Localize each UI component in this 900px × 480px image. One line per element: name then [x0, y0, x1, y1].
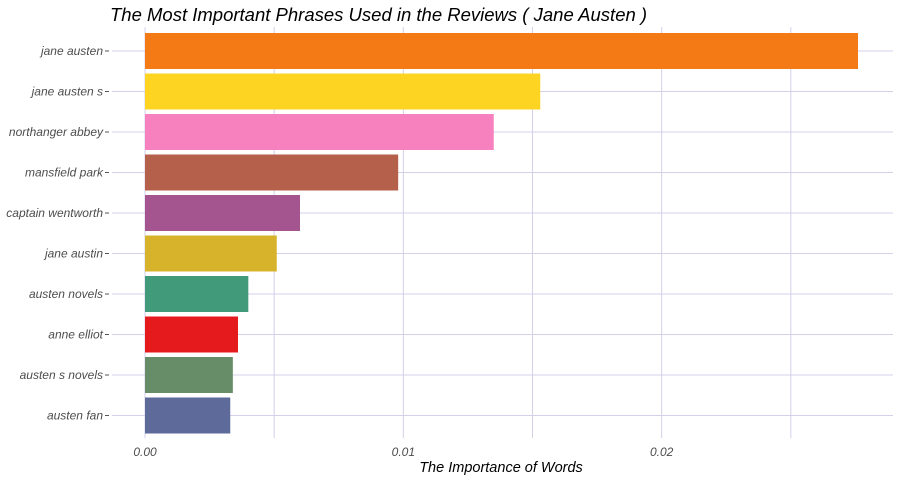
y-tick-label-austen-fan: austen fan: [47, 409, 103, 423]
bar-anne-elliot: [145, 316, 238, 353]
y-tick-label-jane-austen: jane austen: [39, 44, 103, 58]
bar-austen-s-novels: [145, 357, 233, 393]
y-axis-tick-labels: jane austen jane austen s northanger abbey…: [6, 44, 109, 423]
bar-austen-novels: [145, 276, 249, 312]
y-tick-label-austen-s-novels: austen s novels: [20, 368, 103, 382]
y-tick-label-northanger-abbey: northanger abbey: [9, 125, 104, 139]
x-tick-label-2: 0.02: [650, 445, 674, 459]
y-tick-label-anne-elliot: anne elliot: [48, 328, 103, 342]
bar-austen-fan: [145, 397, 231, 434]
y-tick-label-austen-novels: austen novels: [29, 287, 103, 301]
x-axis-label: The Importance of Words: [419, 460, 583, 476]
bar-captain-wentworth: [145, 195, 300, 231]
x-tick-label-1: 0.01: [392, 445, 415, 459]
y-tick-label-jane-austen-s: jane austen s: [30, 85, 103, 99]
bar-layer: [145, 33, 858, 434]
x-tick-label-0: 0.00: [133, 445, 157, 459]
bar-jane-austen: [145, 33, 858, 69]
bar-mansfield-park: [145, 154, 399, 191]
chart-title: The Most Important Phrases Used in the R…: [110, 4, 647, 25]
x-axis-tick-labels: 0.00 0.01 0.02: [133, 445, 673, 459]
y-tick-label-captain-wentworth: captain wentworth: [6, 206, 103, 220]
y-tick-label-mansfield-park: mansfield park: [25, 166, 104, 180]
bar-northanger-abbey: [145, 114, 494, 150]
bar-jane-austin: [145, 235, 277, 272]
y-tick-label-jane-austin: jane austin: [43, 247, 103, 261]
bar-jane-austen-s: [145, 73, 541, 110]
